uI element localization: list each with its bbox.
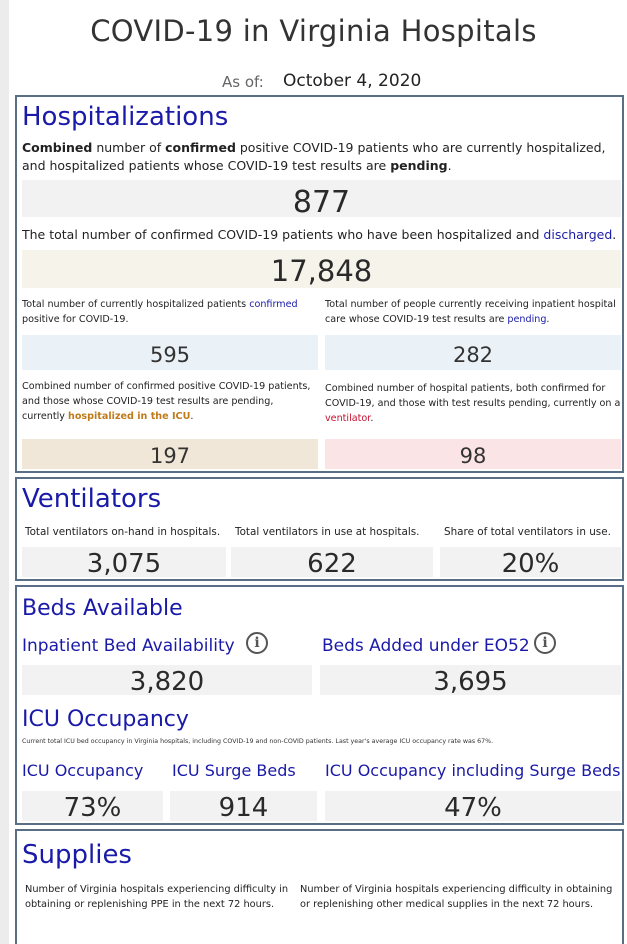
- inpatient-bed-label: Inpatient Bed Availability: [22, 636, 235, 656]
- combined-description: Combined number of confirmed positive CO…: [22, 140, 606, 173]
- ventilator-value: 98: [459, 444, 487, 468]
- beds-panel: Beds Available Inpatient Bed Availabilit…: [15, 585, 624, 825]
- discharged-value-box: 17,848: [22, 250, 621, 288]
- as-of-label: As of:: [222, 73, 264, 91]
- inuse-value: 622: [307, 549, 357, 579]
- icu-incl-surge-value: 47%: [444, 793, 502, 823]
- combined-value-box: 877: [22, 180, 621, 220]
- inpatient-value-box: 3,820: [22, 665, 312, 697]
- hospitalizations-panel: Hospitalizations Combined number of conf…: [15, 95, 624, 473]
- share-value: 20%: [501, 549, 560, 579]
- icu-surge-label: ICU Surge Beds: [172, 761, 296, 780]
- pending-value: 282: [452, 343, 494, 367]
- ventilator-description: Combined number of hospital patients, bo…: [325, 383, 621, 424]
- onhand-value-box: 3,075: [22, 547, 226, 579]
- ventilator-value-box: 98: [325, 439, 621, 469]
- eo52-value: 3,695: [433, 667, 508, 697]
- ppe-description: Number of Virginia hospitals experiencin…: [25, 884, 289, 910]
- inuse-label: Total ventilators in use at hospitals.: [235, 526, 420, 538]
- discharged-value: 17,848: [270, 254, 373, 288]
- inuse-value-box: 622: [231, 547, 433, 579]
- icu-occupancy-value-box: 73%: [22, 791, 163, 823]
- other-supplies-description: Number of Virginia hospitals experiencin…: [300, 884, 613, 910]
- share-value-box: 20%: [440, 547, 621, 579]
- confirmed-description: Total number of currently hospitalized p…: [22, 299, 298, 325]
- eo52-bed-label: Beds Added under EO52: [322, 636, 530, 656]
- left-edge-bar: [0, 0, 9, 944]
- combined-value: 877: [292, 185, 351, 220]
- supplies-panel: Supplies Number of Virginia hospitals ex…: [15, 829, 624, 944]
- hospitalizations-title: Hospitalizations: [22, 102, 229, 132]
- icu-surge-value: 914: [218, 793, 269, 823]
- ventilators-title: Ventilators: [22, 484, 162, 514]
- icu-surge-value-box: 914: [170, 791, 317, 823]
- icu-incl-surge-label: ICU Occupancy including Surge Beds: [325, 761, 621, 780]
- icu-value-box: 197: [22, 439, 318, 469]
- page-title: COVID-19 in Virginia Hospitals: [90, 14, 537, 48]
- as-of-date: October 4, 2020: [283, 71, 422, 91]
- icu-occupancy-note: Current total ICU bed occupancy in Virgi…: [22, 738, 494, 745]
- onhand-value: 3,075: [86, 549, 162, 579]
- icu-occupancy-label: ICU Occupancy: [22, 761, 144, 780]
- icu-occupancy-value: 73%: [63, 793, 122, 823]
- share-label: Share of total ventilators in use.: [444, 526, 611, 538]
- confirmed-value-box: 595: [22, 335, 318, 370]
- info-icon[interactable]: i: [534, 632, 556, 654]
- icu-incl-surge-value-box: 47%: [325, 791, 621, 823]
- icu-description: Combined number of confirmed positive CO…: [22, 381, 311, 422]
- eo52-value-box: 3,695: [320, 665, 621, 697]
- beds-title: Beds Available: [22, 596, 183, 621]
- supplies-title: Supplies: [22, 840, 132, 870]
- icu-occupancy-title: ICU Occupancy: [22, 707, 189, 732]
- pending-description: Total number of people currently receivi…: [325, 299, 616, 325]
- inpatient-value: 3,820: [129, 667, 205, 697]
- info-icon[interactable]: i: [246, 632, 268, 654]
- discharged-description: The total number of confirmed COVID-19 p…: [22, 227, 617, 242]
- icu-value: 197: [149, 444, 191, 468]
- onhand-label: Total ventilators on-hand in hospitals.: [25, 526, 221, 538]
- confirmed-value: 595: [149, 343, 191, 367]
- pending-value-box: 282: [325, 335, 621, 370]
- ventilators-panel: Ventilators Total ventilators on-hand in…: [15, 477, 624, 581]
